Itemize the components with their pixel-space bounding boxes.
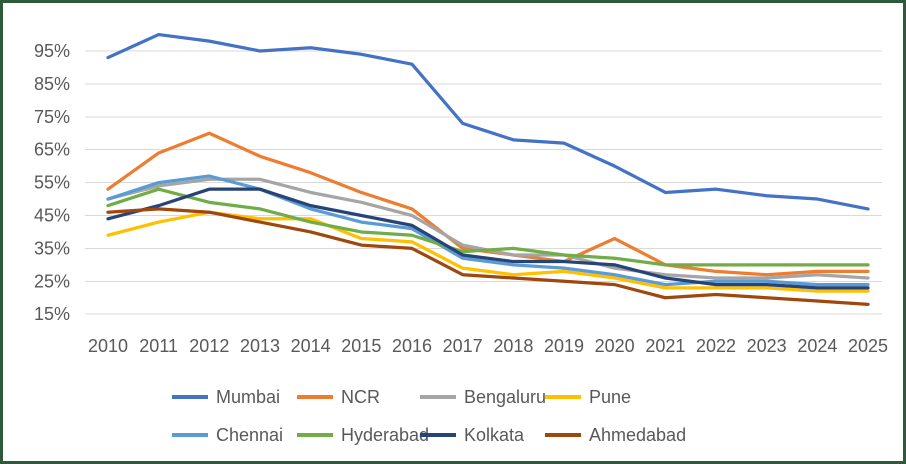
- y-tick-label: 75%: [34, 107, 70, 127]
- y-tick-label: 95%: [34, 41, 70, 61]
- y-tick-label: 55%: [34, 173, 70, 193]
- x-tick-label: 2020: [595, 336, 635, 356]
- x-tick-label: 2012: [189, 336, 229, 356]
- x-tick-label: 2025: [848, 336, 888, 356]
- legend-label: Kolkata: [464, 425, 525, 445]
- legend-item-ahmedabad: Ahmedabad: [545, 425, 686, 445]
- y-tick-label: 65%: [34, 140, 70, 160]
- series-line-kolkata: [106, 187, 870, 290]
- x-tick-label: 2016: [392, 336, 432, 356]
- legend-item-bengaluru: Bengaluru: [420, 387, 546, 407]
- x-tick-label: 2022: [696, 336, 736, 356]
- y-axis: 95% 85% 75% 65% 55% 45% 35% 25% 15%: [34, 41, 70, 324]
- series-line-hyderabad: [106, 187, 870, 267]
- series-line-mumbai: [106, 32, 870, 211]
- y-tick-label: 15%: [34, 304, 70, 324]
- x-tick-label: 2021: [645, 336, 685, 356]
- legend-label: Hyderabad: [341, 425, 429, 445]
- x-tick-label: 2017: [443, 336, 483, 356]
- legend-label: Pune: [589, 387, 631, 407]
- legend-item-ncr: NCR: [297, 387, 380, 407]
- x-tick-label: 2014: [291, 336, 331, 356]
- y-tick-label: 25%: [34, 271, 70, 291]
- legend-item-mumbai: Mumbai: [172, 387, 280, 407]
- legend-label: Bengaluru: [464, 387, 546, 407]
- x-tick-label: 2013: [240, 336, 280, 356]
- x-tick-label: 2011: [139, 336, 178, 356]
- y-tick-label: 85%: [34, 74, 70, 94]
- y-tick-label: 35%: [34, 238, 70, 258]
- legend-label: Mumbai: [216, 387, 280, 407]
- x-tick-label: 2024: [797, 336, 837, 356]
- legend-label: Ahmedabad: [589, 425, 686, 445]
- y-tick-label: 45%: [34, 206, 70, 226]
- legend-item-kolkata: Kolkata: [420, 425, 525, 445]
- x-tick-label: 2010: [88, 336, 128, 356]
- x-tick-label: 2023: [747, 336, 787, 356]
- x-tick-label: 2015: [341, 336, 381, 356]
- x-axis: 2010 2011 2012 2013 2014 2015 2016 2017 2018 2019…: [88, 336, 888, 356]
- legend: Mumbai NCR Bengaluru Pune Chennai Hyderabad Ko…: [172, 387, 686, 445]
- legend-item-pune: Pune: [545, 387, 631, 407]
- series-line-ahmedabad: [106, 207, 870, 306]
- series-line-chennai: [106, 174, 870, 287]
- legend-label: Chennai: [216, 425, 283, 445]
- legend-item-hyderabad: Hyderabad: [297, 425, 429, 445]
- x-tick-label: 2019: [544, 336, 584, 356]
- x-tick-label: 2018: [493, 336, 533, 356]
- legend-label: NCR: [341, 387, 380, 407]
- legend-item-chennai: Chennai: [172, 425, 283, 445]
